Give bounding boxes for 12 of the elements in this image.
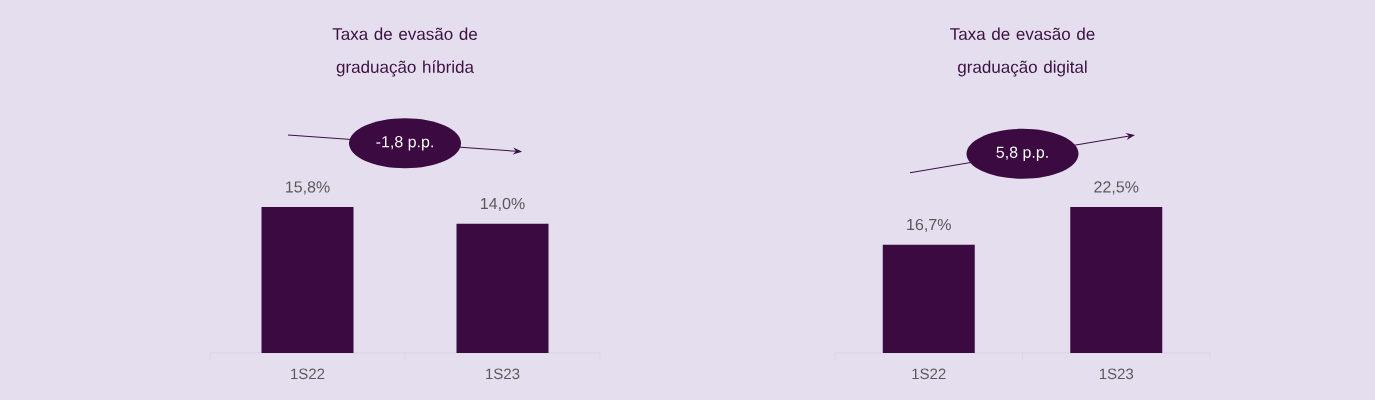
x-tick-label: 1S22 — [912, 368, 946, 380]
text: 5,8 p.p. — [996, 146, 1048, 162]
x-tick-label: 1S23 — [486, 368, 520, 380]
data-label: 16,7% — [907, 218, 951, 233]
data-label: 22,5% — [1094, 181, 1139, 195]
x-tick-label: 1S22 — [291, 368, 325, 380]
text: -1,8 p.p. — [376, 136, 433, 151]
data-label: 15,8% — [286, 181, 330, 195]
x-tick-label: 1S23 — [1099, 368, 1134, 380]
data-label: 14,0% — [481, 197, 525, 212]
chart-title: Taxa de evasão de graduação digital — [950, 27, 1095, 77]
chart-title: Taxa de evasão de graduação híbrida — [332, 27, 478, 77]
